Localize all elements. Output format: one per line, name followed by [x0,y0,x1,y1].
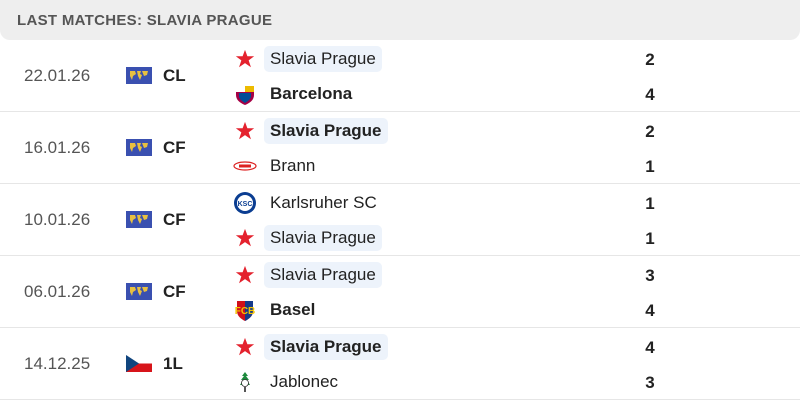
competition-label: CF [163,210,186,229]
ksc-logo-icon: KSC [232,190,258,216]
czech-flag-icon [126,355,152,372]
match-row[interactable]: 22.01.26 CL Slavia Prague Barcelona 2 4 [0,40,800,112]
jablonec-logo-icon [232,369,258,395]
team-name: Basel [270,300,316,319]
home-score: 2 [645,122,655,141]
svg-text:FCB: FCB [235,306,256,317]
brann-logo-icon [232,153,258,179]
home-score: 3 [645,266,655,285]
away-score: 1 [645,157,655,176]
away-score: 4 [645,301,655,320]
competition-label: CF [163,282,186,301]
home-score: 1 [645,194,655,213]
slavia-star-icon [232,46,258,72]
slavia-star-icon [232,118,258,144]
slavia-star-icon [232,334,258,360]
away-team: Brann [232,151,321,181]
team-name: Karlsruher SC [270,193,377,212]
match-row[interactable]: 06.01.26 CF Slavia Prague FCB Basel 3 4 [0,256,800,328]
home-team: Slavia Prague [232,260,382,290]
match-row[interactable]: 16.01.26 CF Slavia Prague Brann 2 1 [0,112,800,184]
competition-label: 1L [163,354,183,373]
match-date: 16.01.26 [24,138,91,157]
away-team: Jablonec [232,367,344,397]
slavia-star-icon [232,262,258,288]
home-score: 2 [645,50,655,69]
home-team: Slavia Prague [232,332,388,362]
world-icon [126,283,152,300]
away-score: 4 [645,85,655,104]
team-name: Jablonec [270,372,339,391]
team-name: Slavia Prague [264,334,388,360]
world-icon [126,211,152,228]
match-date: 14.12.25 [24,354,91,373]
away-team: Barcelona [232,79,358,109]
match-date: 10.01.26 [24,210,91,229]
away-team: FCB Basel [232,295,321,325]
team-name: Slavia Prague [264,118,388,144]
svg-text:KSC: KSC [238,201,253,208]
home-team: Slavia Prague [232,44,382,74]
match-row[interactable]: 10.01.26 CF KSC Karlsruher SC Slavia Pragu… [0,184,800,256]
team-name: Slavia Prague [264,262,382,288]
team-name: Slavia Prague [264,46,382,72]
match-list: 22.01.26 CL Slavia Prague Barcelona 2 4 16… [0,40,800,400]
away-score: 1 [645,229,655,248]
barcelona-crest-icon [232,81,258,107]
section-title: LAST MATCHES: SLAVIA PRAGUE [17,11,273,29]
team-name: Barcelona [270,84,353,103]
match-row[interactable]: 14.12.25 1L Slavia Prague Jablonec 4 3 [0,328,800,400]
away-team: Slavia Prague [232,223,382,253]
team-name: Brann [270,156,316,175]
team-name: Slavia Prague [264,225,382,251]
slavia-star-icon [232,225,258,251]
match-date: 22.01.26 [24,66,91,85]
world-icon [126,67,152,84]
home-score: 4 [645,338,655,357]
basel-crest-icon: FCB [232,297,258,323]
world-icon [126,139,152,156]
home-team: Slavia Prague [232,116,388,146]
away-score: 3 [645,373,655,392]
home-team: KSC Karlsruher SC [232,188,383,218]
competition-label: CL [163,66,186,85]
match-date: 06.01.26 [24,282,91,301]
competition-label: CF [163,138,186,157]
section-header: LAST MATCHES: SLAVIA PRAGUE [0,0,800,40]
